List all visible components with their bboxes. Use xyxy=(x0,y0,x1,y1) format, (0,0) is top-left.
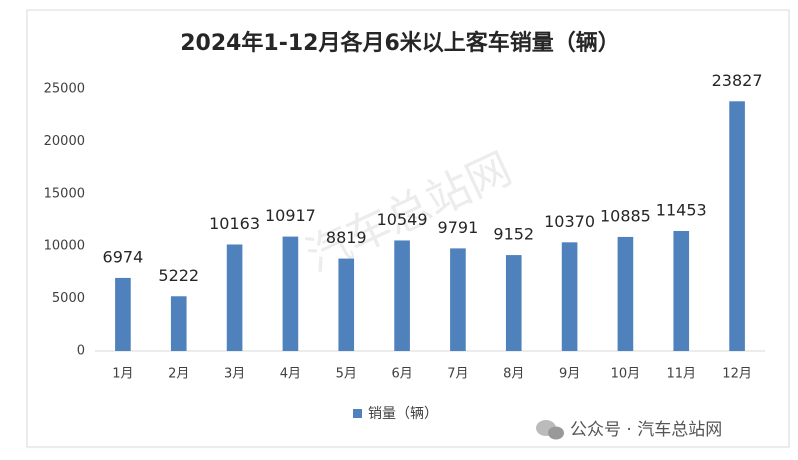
bar xyxy=(170,296,187,351)
bar xyxy=(394,240,410,351)
legend-label: 销量（辆） xyxy=(368,406,438,422)
bar xyxy=(450,248,466,351)
bar xyxy=(282,236,299,351)
bar xyxy=(617,236,634,351)
chart-title: 2024年1-12月各月6米以上客车销量（辆） xyxy=(180,30,620,56)
value-label: 6974 xyxy=(103,247,144,266)
x-tick-label: 2月 xyxy=(168,367,189,382)
x-tick-label: 1月 xyxy=(112,367,133,382)
x-tick-label: 11月 xyxy=(666,367,696,382)
legend-swatch xyxy=(353,409,362,418)
source: 公众号 · 汽车总站网 xyxy=(570,420,722,440)
bar xyxy=(561,242,578,351)
bar xyxy=(729,101,745,352)
x-tick-label: 10月 xyxy=(611,367,641,382)
x-tick-label: 3月 xyxy=(224,367,245,382)
value-label: 10917 xyxy=(265,206,316,225)
y-tick-label: 15000 xyxy=(44,186,85,201)
bar xyxy=(226,244,243,351)
value-label: 11453 xyxy=(656,200,707,219)
value-label: 10549 xyxy=(377,210,428,229)
value-label: 9791 xyxy=(438,218,479,237)
x-tick-label: 7月 xyxy=(447,367,468,382)
value-label: 9152 xyxy=(493,225,534,244)
x-tick-label: 6月 xyxy=(391,367,412,382)
bar xyxy=(505,255,522,351)
x-tick-label: 4月 xyxy=(280,367,301,382)
x-tick-label: 12月 xyxy=(722,367,752,382)
x-tick-label: 9月 xyxy=(559,367,580,382)
value-label: 10885 xyxy=(600,206,651,225)
value-label: 5222 xyxy=(158,266,199,285)
y-tick-label: 0 xyxy=(77,344,85,359)
x-tick-label: 8月 xyxy=(503,367,524,382)
bar xyxy=(673,230,690,351)
value-label: 23827 xyxy=(712,71,763,90)
y-tick-label: 25000 xyxy=(44,82,85,97)
value-label: 8819 xyxy=(326,228,367,247)
y-tick-label: 10000 xyxy=(44,239,85,254)
bar xyxy=(338,258,355,351)
value-label: 10163 xyxy=(209,214,260,233)
value-label: 10370 xyxy=(544,212,595,231)
y-tick-label: 20000 xyxy=(44,134,85,149)
x-tick-label: 5月 xyxy=(336,367,357,382)
source-icon xyxy=(536,420,564,440)
bar xyxy=(115,277,131,351)
y-tick-label: 5000 xyxy=(52,291,85,306)
chart-frame xyxy=(26,9,790,448)
